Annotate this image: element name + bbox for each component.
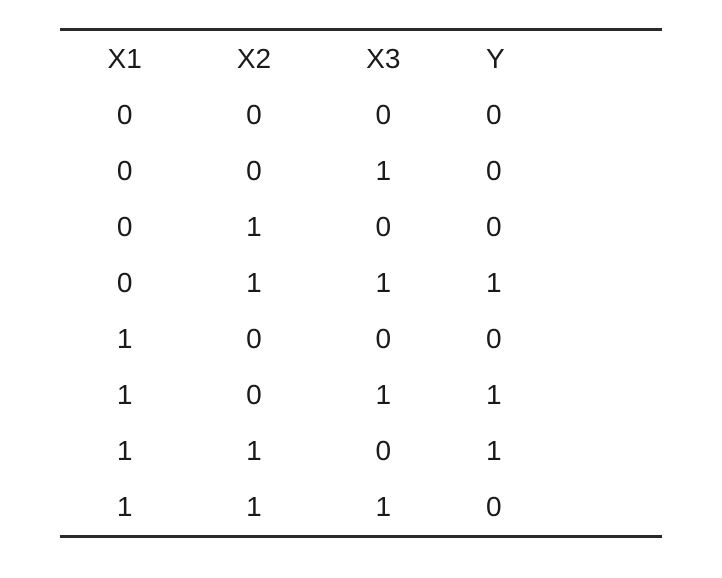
cell: 1: [189, 423, 318, 479]
cell: 0: [189, 87, 318, 143]
truth-table-container: X1 X2 X3 Y 0 0 0 0 0 0 1 0 0 1 0: [0, 0, 722, 566]
table-row: 1 1 0 1: [60, 423, 662, 479]
table-row: 0 0 1 0: [60, 143, 662, 199]
cell: 0: [60, 255, 189, 311]
cell: 1: [60, 479, 189, 537]
cell: 0: [189, 311, 318, 367]
cell: 1: [60, 367, 189, 423]
table-row: 0 1 1 1: [60, 255, 662, 311]
table-row: 1 0 1 1: [60, 367, 662, 423]
cell: 0: [189, 143, 318, 199]
table-row: 0 1 0 0: [60, 199, 662, 255]
column-header-x3: X3: [319, 30, 448, 88]
cell: 0: [319, 423, 448, 479]
column-header-x2: X2: [189, 30, 318, 88]
cell: 1: [448, 423, 662, 479]
cell: 0: [448, 199, 662, 255]
cell: 0: [319, 87, 448, 143]
cell: 1: [448, 255, 662, 311]
cell: 0: [319, 199, 448, 255]
cell: 0: [319, 311, 448, 367]
cell: 0: [60, 143, 189, 199]
table-row: 1 1 1 0: [60, 479, 662, 537]
cell: 1: [189, 255, 318, 311]
cell: 0: [189, 367, 318, 423]
cell: 0: [448, 87, 662, 143]
cell: 1: [189, 479, 318, 537]
cell: 0: [448, 311, 662, 367]
cell: 1: [319, 255, 448, 311]
cell: 1: [319, 479, 448, 537]
truth-table: X1 X2 X3 Y 0 0 0 0 0 0 1 0 0 1 0: [60, 28, 662, 538]
column-header-y: Y: [448, 30, 662, 88]
cell: 1: [60, 423, 189, 479]
cell: 1: [60, 311, 189, 367]
table-header-row: X1 X2 X3 Y: [60, 30, 662, 88]
cell: 0: [60, 199, 189, 255]
table-row: 0 0 0 0: [60, 87, 662, 143]
cell: 1: [319, 143, 448, 199]
cell: 0: [60, 87, 189, 143]
table-row: 1 0 0 0: [60, 311, 662, 367]
cell: 0: [448, 143, 662, 199]
cell: 1: [448, 367, 662, 423]
cell: 1: [319, 367, 448, 423]
cell: 1: [189, 199, 318, 255]
cell: 0: [448, 479, 662, 537]
column-header-x1: X1: [60, 30, 189, 88]
